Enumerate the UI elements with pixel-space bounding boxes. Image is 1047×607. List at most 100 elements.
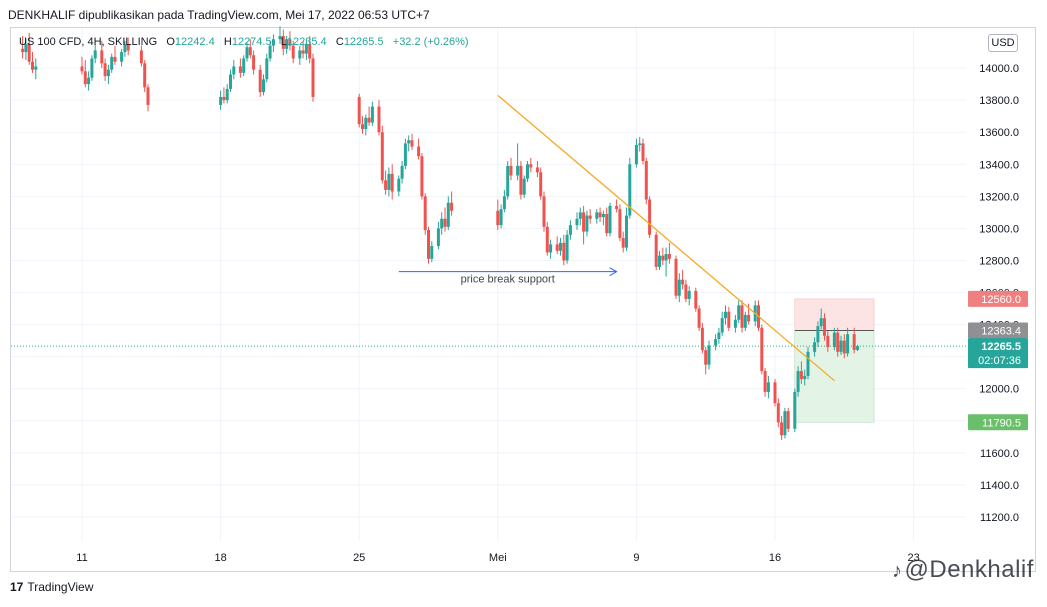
candle-body (786, 411, 790, 429)
candle-body (361, 124, 364, 129)
candle-body (238, 66, 242, 73)
tradingview-footer[interactable]: 17 TradingView (10, 580, 93, 594)
candle-body (628, 164, 632, 216)
candle-body (87, 77, 91, 85)
candle-body (516, 165, 520, 176)
candle-body (638, 143, 642, 146)
candle-body (539, 172, 543, 197)
candle-body (578, 212, 582, 219)
candle-body (575, 218, 579, 226)
candle-body (443, 218, 447, 227)
resistance-trendline (497, 94, 835, 382)
candle-body (225, 88, 229, 101)
candle-body (436, 228, 440, 247)
legend-close-value: 12265.5 (343, 36, 384, 48)
tradingview-brand: TradingView (27, 580, 94, 594)
candle-body (265, 58, 269, 80)
candle-body (242, 58, 246, 73)
candle-body (648, 199, 652, 235)
x-tick-label: Mei (489, 552, 507, 564)
candle-body (509, 165, 513, 176)
candle-body (281, 36, 285, 49)
candle-body (143, 63, 147, 88)
candle-body (733, 319, 737, 328)
candle-body (24, 44, 28, 53)
candle-body (658, 255, 661, 267)
candle-body (245, 47, 249, 59)
candle-body (555, 244, 559, 251)
candle-body (83, 71, 87, 85)
x-tick-label: 16 (769, 552, 781, 564)
candle-body (608, 205, 612, 234)
y-tick-label: 14000.0 (979, 63, 1019, 75)
legend-close-label: C (335, 36, 344, 48)
candle-body (549, 244, 553, 253)
candle-body (585, 215, 589, 232)
legend-change: +32.2 (+0.26%) (392, 36, 469, 48)
candle-body (621, 238, 625, 248)
currency-button[interactable]: USD (988, 34, 1018, 52)
candle-body (776, 403, 780, 423)
candle-body (724, 311, 727, 319)
entry-price-badge: 12363.4 (981, 325, 1021, 337)
candle-body (100, 50, 104, 64)
candle-body (819, 318, 823, 327)
candle-body (747, 314, 751, 322)
candle-body (565, 234, 569, 261)
candle-body (27, 44, 31, 62)
candle-body (780, 422, 784, 436)
candle-body (126, 44, 130, 51)
candle-body (519, 165, 523, 195)
candle-body (625, 215, 628, 248)
candle-body (562, 242, 566, 261)
candle-body (806, 351, 810, 376)
candle-body (232, 66, 236, 75)
x-tick-label: 23 (907, 552, 919, 564)
legend-high-label: H (223, 36, 232, 48)
candle-body (370, 106, 374, 123)
stop-loss-zone (794, 298, 875, 331)
candle-body (582, 212, 586, 232)
candle-body (529, 164, 533, 168)
publisher-line: DENKHALIF dipublikasikan pada TradingVie… (8, 8, 430, 22)
candle-body (823, 318, 826, 336)
candle-body (308, 44, 312, 59)
x-tick-label: 11 (76, 552, 87, 564)
candle-body (446, 202, 450, 227)
watermark-text: @Denkhalif (904, 556, 1034, 583)
symbol-legend: US 100 CFD, 4H, SKILLING O12242.4 H12274… (19, 36, 469, 48)
candle-body (535, 167, 539, 173)
candle-body (304, 44, 308, 54)
candle-body (139, 50, 143, 64)
candle-body (229, 74, 232, 89)
candle-body (661, 255, 665, 261)
candle-body (364, 117, 368, 129)
x-tick-label: 9 (633, 552, 639, 564)
candle-body (568, 225, 572, 235)
candle-body (410, 140, 414, 147)
candle-body (499, 209, 503, 226)
candle-body (420, 156, 424, 197)
candle-body (377, 106, 381, 133)
target-price-badge-bg (968, 414, 1028, 431)
candle-body (278, 36, 282, 40)
y-tick-label: 13600.0 (979, 127, 1019, 139)
candle-body (522, 178, 526, 195)
candle-body (793, 391, 797, 429)
candle-body (618, 209, 622, 239)
y-tick-label: 12000.0 (979, 384, 1019, 396)
candle-body (763, 371, 767, 392)
candle-body (31, 61, 34, 70)
candle-body (641, 143, 645, 162)
chart-frame[interactable] (10, 27, 1036, 572)
candle-body (559, 242, 562, 251)
social-logo-icon: ♪ (892, 560, 903, 582)
stop-price-badge: 12560.0 (981, 294, 1021, 306)
candle-body (707, 345, 711, 365)
candle-body (430, 246, 434, 259)
legend-symbol[interactable]: US 100 CFD, 4H, SKILLING (19, 36, 158, 48)
candle-body (268, 45, 272, 59)
current-price-badge-bg (968, 338, 1028, 369)
candle-body (694, 290, 698, 309)
